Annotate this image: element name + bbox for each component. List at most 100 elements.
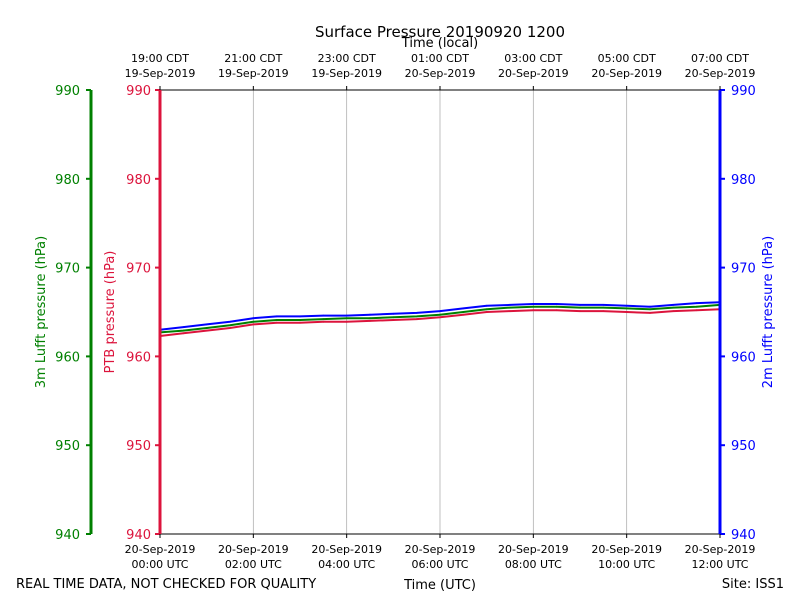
bottom-tick-time: 06:00 UTC <box>411 558 468 571</box>
series-point-2 <box>392 319 395 321</box>
ptb-tick-label: 950 <box>126 439 151 454</box>
top-tick-date: 19-Sep-2019 <box>218 67 289 80</box>
series-point-2 <box>555 309 558 312</box>
series-point-3 <box>345 314 348 317</box>
series-layer <box>159 301 721 337</box>
lufft2m-tick-label: 950 <box>731 439 756 454</box>
bottom-tick-date: 20-Sep-2019 <box>405 543 476 556</box>
top-tick-date: 20-Sep-2019 <box>405 67 476 80</box>
lufft3m-tick-label: 940 <box>55 528 80 543</box>
series-point-2 <box>672 310 675 312</box>
series-point-1 <box>252 320 255 323</box>
series-point-3 <box>415 312 418 314</box>
lufft2m-tick-label: 980 <box>731 173 756 188</box>
bottom-tick-time: 12:00 UTC <box>691 558 748 571</box>
series-point-3 <box>555 303 558 305</box>
series-point-3 <box>369 313 371 316</box>
series-point-1 <box>369 317 371 320</box>
series-point-3 <box>625 304 628 307</box>
series-point-1 <box>439 313 441 316</box>
series-point-2 <box>439 316 441 319</box>
series-point-3 <box>322 314 325 317</box>
series-point-2 <box>649 312 651 314</box>
series-point-2 <box>695 309 698 312</box>
bottom-axis-label: Time (UTC) <box>403 578 476 593</box>
series-point-3 <box>462 307 465 310</box>
series-point-1 <box>229 324 231 327</box>
series-point-3 <box>439 310 441 312</box>
top-tick-time: 23:00 CDT <box>318 52 376 65</box>
series-point-2 <box>415 318 418 320</box>
series-point-3 <box>532 303 535 305</box>
lufft3m-tick-label: 970 <box>55 262 80 277</box>
bottom-tick-date: 20-Sep-2019 <box>218 543 289 556</box>
bottom-tick-date: 20-Sep-2019 <box>591 543 662 556</box>
series-point-3 <box>299 315 301 318</box>
ptb-tick-label: 970 <box>126 262 151 277</box>
top-tick-date: 20-Sep-2019 <box>685 67 756 80</box>
series-point-1 <box>462 311 465 313</box>
series-point-1 <box>672 306 675 309</box>
series-point-3 <box>205 323 208 326</box>
series-point-1 <box>649 308 651 311</box>
top-tick-date: 20-Sep-2019 <box>591 67 662 80</box>
bottom-tick-time: 10:00 UTC <box>598 558 655 571</box>
ptb-axis-label: PTB pressure (hPa) <box>103 251 118 374</box>
bottom-tick-date: 20-Sep-2019 <box>125 543 196 556</box>
top-tick-date: 19-Sep-2019 <box>125 67 196 80</box>
series-point-3 <box>672 304 675 306</box>
lufft3m-axis-label: 3m Lufft pressure (hPa) <box>34 236 49 388</box>
lufft3m-tick-label: 980 <box>55 173 80 188</box>
series-point-1 <box>579 306 581 309</box>
series-point-3 <box>229 320 231 323</box>
lufft2m-axis-label: 2m Lufft pressure (hPa) <box>761 236 776 388</box>
series-point-1 <box>275 319 278 321</box>
series-point-2 <box>602 310 605 312</box>
bottom-tick-date: 20-Sep-2019 <box>685 543 756 556</box>
top-tick-time: 07:00 CDT <box>691 52 749 65</box>
lufft3m-tick-label: 950 <box>55 439 80 454</box>
series-point-3 <box>649 305 651 308</box>
lufft2m-tick-label: 990 <box>731 84 756 99</box>
ptb-tick-label: 960 <box>126 350 151 365</box>
series-point-2 <box>532 309 535 312</box>
series-point-1 <box>345 317 348 320</box>
series-point-2 <box>182 332 185 335</box>
ptb-tick-label: 980 <box>126 173 151 188</box>
site-label: Site: ISS1 <box>722 577 784 592</box>
series-point-2 <box>322 320 325 323</box>
bottom-tick-time: 04:00 UTC <box>318 558 375 571</box>
axes-layer: 940 950 960 970 980 990 940 950 960 970 980 990 940 9… <box>55 84 756 543</box>
series-point-2 <box>275 321 278 324</box>
series-point-3 <box>252 317 255 320</box>
series-point-1 <box>205 327 208 329</box>
top-tick-time: 19:00 CDT <box>131 52 189 65</box>
series-point-2 <box>485 311 488 313</box>
series-point-2 <box>579 310 581 312</box>
bottom-tick-date: 20-Sep-2019 <box>311 543 382 556</box>
bottom-tick-date: 20-Sep-2019 <box>498 543 569 556</box>
series-point-2 <box>229 327 231 329</box>
series-point-2 <box>299 321 301 324</box>
series-point-3 <box>695 302 698 304</box>
top-tick-time: 05:00 CDT <box>598 52 656 65</box>
series-point-3 <box>485 304 488 307</box>
series-point-1 <box>322 318 325 320</box>
series-point-1 <box>602 306 605 309</box>
quality-notice: REAL TIME DATA, NOT CHECKED FOR QUALITY <box>16 577 316 592</box>
series-point-1 <box>555 305 558 308</box>
series-point-2 <box>625 311 628 313</box>
series-point-2 <box>462 313 465 316</box>
series-point-2 <box>205 329 208 332</box>
ptb-tick-label: 990 <box>126 84 151 99</box>
top-tick-date: 20-Sep-2019 <box>498 67 569 80</box>
top-tick-time: 03:00 CDT <box>504 52 562 65</box>
bottom-tick-time: 08:00 UTC <box>505 558 562 571</box>
bottom-tick-time: 00:00 UTC <box>131 558 188 571</box>
series-point-2 <box>252 323 255 326</box>
series-point-1 <box>509 306 511 309</box>
series-point-3 <box>579 304 581 306</box>
series-point-1 <box>532 305 535 308</box>
lufft2m-tick-label: 960 <box>731 350 756 365</box>
